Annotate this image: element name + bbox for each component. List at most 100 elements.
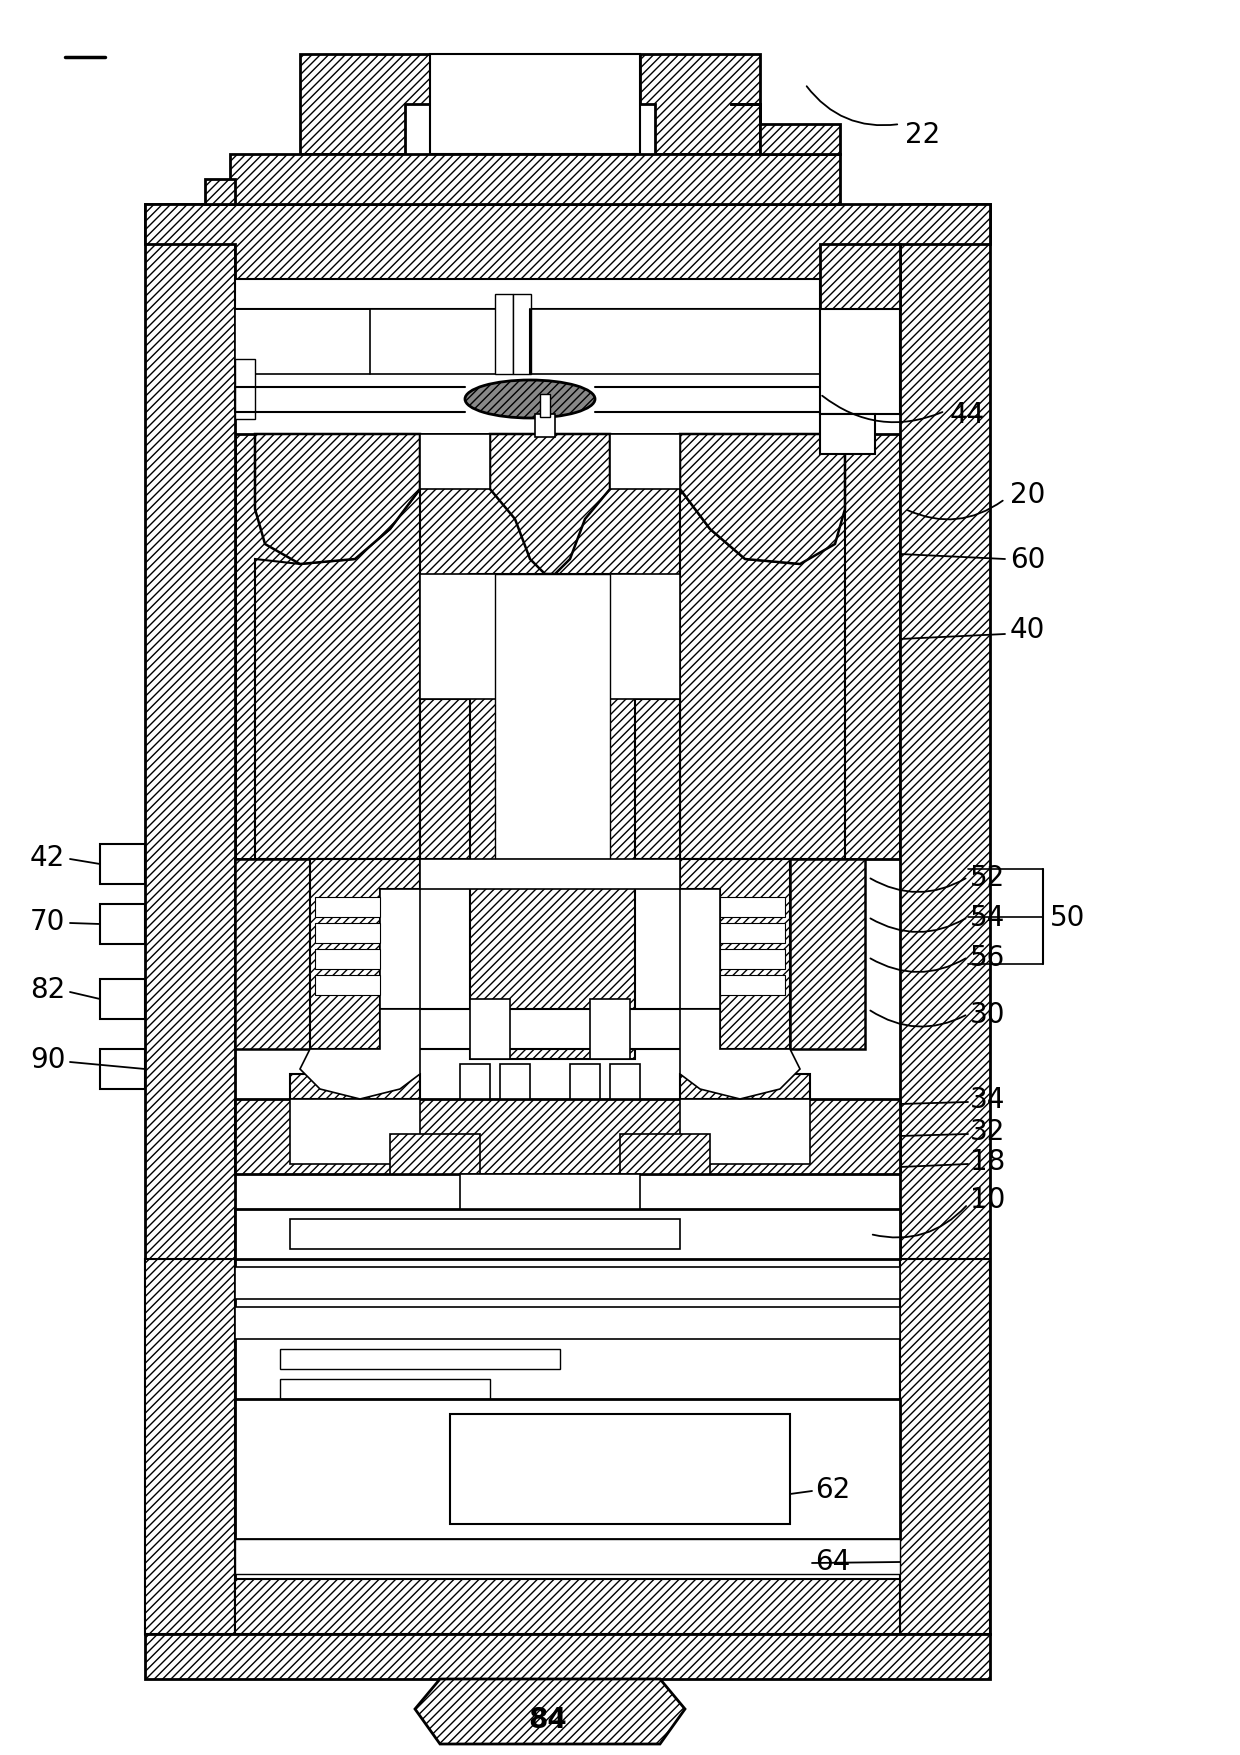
Polygon shape	[420, 700, 680, 860]
Polygon shape	[680, 1074, 810, 1099]
Polygon shape	[730, 105, 839, 154]
Bar	[680, 890, 720, 1009]
Bar	[513, 295, 531, 376]
Polygon shape	[290, 1074, 420, 1099]
Bar	[315, 923, 379, 944]
Bar	[100, 844, 145, 885]
Bar	[539, 395, 551, 418]
Polygon shape	[300, 54, 430, 154]
Polygon shape	[470, 574, 635, 1060]
Text: 30: 30	[970, 1000, 1006, 1028]
Bar	[236, 279, 820, 311]
Bar	[236, 360, 255, 419]
Bar	[315, 976, 379, 995]
Polygon shape	[236, 435, 900, 860]
Bar	[236, 1399, 900, 1539]
Polygon shape	[255, 435, 420, 565]
Bar	[315, 897, 379, 918]
Text: 34: 34	[970, 1085, 1006, 1113]
Text: 84: 84	[528, 1706, 568, 1732]
Text: 70: 70	[30, 907, 66, 935]
Polygon shape	[900, 205, 990, 1634]
Polygon shape	[820, 246, 900, 311]
Polygon shape	[229, 154, 839, 205]
Polygon shape	[236, 1099, 900, 1174]
Bar	[500, 1064, 529, 1099]
Bar	[720, 949, 785, 969]
Text: 64: 64	[815, 1548, 851, 1574]
Bar	[280, 1379, 490, 1399]
Polygon shape	[420, 435, 490, 490]
Bar	[820, 311, 900, 414]
Bar	[379, 1009, 720, 1049]
Text: 62: 62	[815, 1476, 851, 1502]
Bar	[570, 1064, 600, 1099]
Polygon shape	[420, 574, 680, 700]
Bar	[290, 1220, 680, 1250]
Bar	[236, 1209, 900, 1260]
Polygon shape	[415, 1680, 684, 1744]
Bar	[495, 574, 610, 860]
Text: 56: 56	[970, 944, 1006, 972]
Polygon shape	[236, 860, 310, 1049]
Text: 54: 54	[970, 904, 1006, 932]
Text: 60: 60	[1011, 546, 1045, 574]
Bar	[620, 1134, 711, 1174]
Bar	[430, 54, 640, 154]
Text: 44: 44	[950, 400, 986, 428]
Text: 40: 40	[1011, 616, 1045, 644]
Bar	[280, 1350, 560, 1369]
Polygon shape	[790, 860, 866, 1049]
Bar	[680, 1099, 810, 1164]
Bar	[610, 1064, 640, 1099]
Bar	[470, 999, 510, 1060]
Bar	[460, 1174, 640, 1209]
Polygon shape	[490, 435, 610, 574]
Text: 20: 20	[1011, 481, 1045, 509]
Text: 10: 10	[970, 1185, 1006, 1213]
Polygon shape	[680, 490, 844, 860]
Bar	[420, 860, 680, 890]
Text: 42: 42	[30, 844, 66, 872]
Ellipse shape	[465, 381, 595, 419]
Polygon shape	[610, 435, 680, 490]
Bar	[820, 414, 875, 455]
Polygon shape	[145, 1260, 236, 1634]
Bar	[460, 1064, 490, 1099]
Bar	[590, 999, 630, 1060]
Bar	[100, 979, 145, 1020]
Text: 52: 52	[970, 863, 1006, 892]
Polygon shape	[205, 181, 236, 205]
Polygon shape	[300, 1009, 420, 1099]
Polygon shape	[640, 54, 760, 154]
Text: 32: 32	[970, 1118, 1006, 1146]
Bar	[450, 1415, 790, 1523]
Polygon shape	[236, 1580, 900, 1634]
Bar	[379, 890, 420, 1009]
Bar	[534, 414, 556, 437]
Bar	[100, 1049, 145, 1090]
Text: 50: 50	[1050, 904, 1085, 932]
Polygon shape	[145, 1634, 990, 1680]
Bar	[495, 295, 513, 376]
Bar	[315, 949, 379, 969]
Bar	[100, 904, 145, 944]
Text: 18: 18	[970, 1148, 1006, 1176]
Text: 90: 90	[30, 1046, 66, 1074]
Bar	[236, 1307, 900, 1339]
Polygon shape	[680, 1009, 800, 1099]
Bar	[236, 1267, 900, 1299]
Bar	[720, 923, 785, 944]
Bar	[236, 311, 820, 376]
Bar	[290, 1099, 420, 1164]
Bar	[280, 1550, 560, 1569]
Text: 22: 22	[905, 121, 940, 149]
Polygon shape	[900, 1260, 990, 1634]
Bar	[720, 976, 785, 995]
Polygon shape	[145, 205, 990, 279]
Polygon shape	[255, 490, 420, 860]
Polygon shape	[145, 205, 236, 1634]
Polygon shape	[680, 860, 790, 1049]
Bar	[720, 897, 785, 918]
Text: 82: 82	[30, 976, 66, 1004]
